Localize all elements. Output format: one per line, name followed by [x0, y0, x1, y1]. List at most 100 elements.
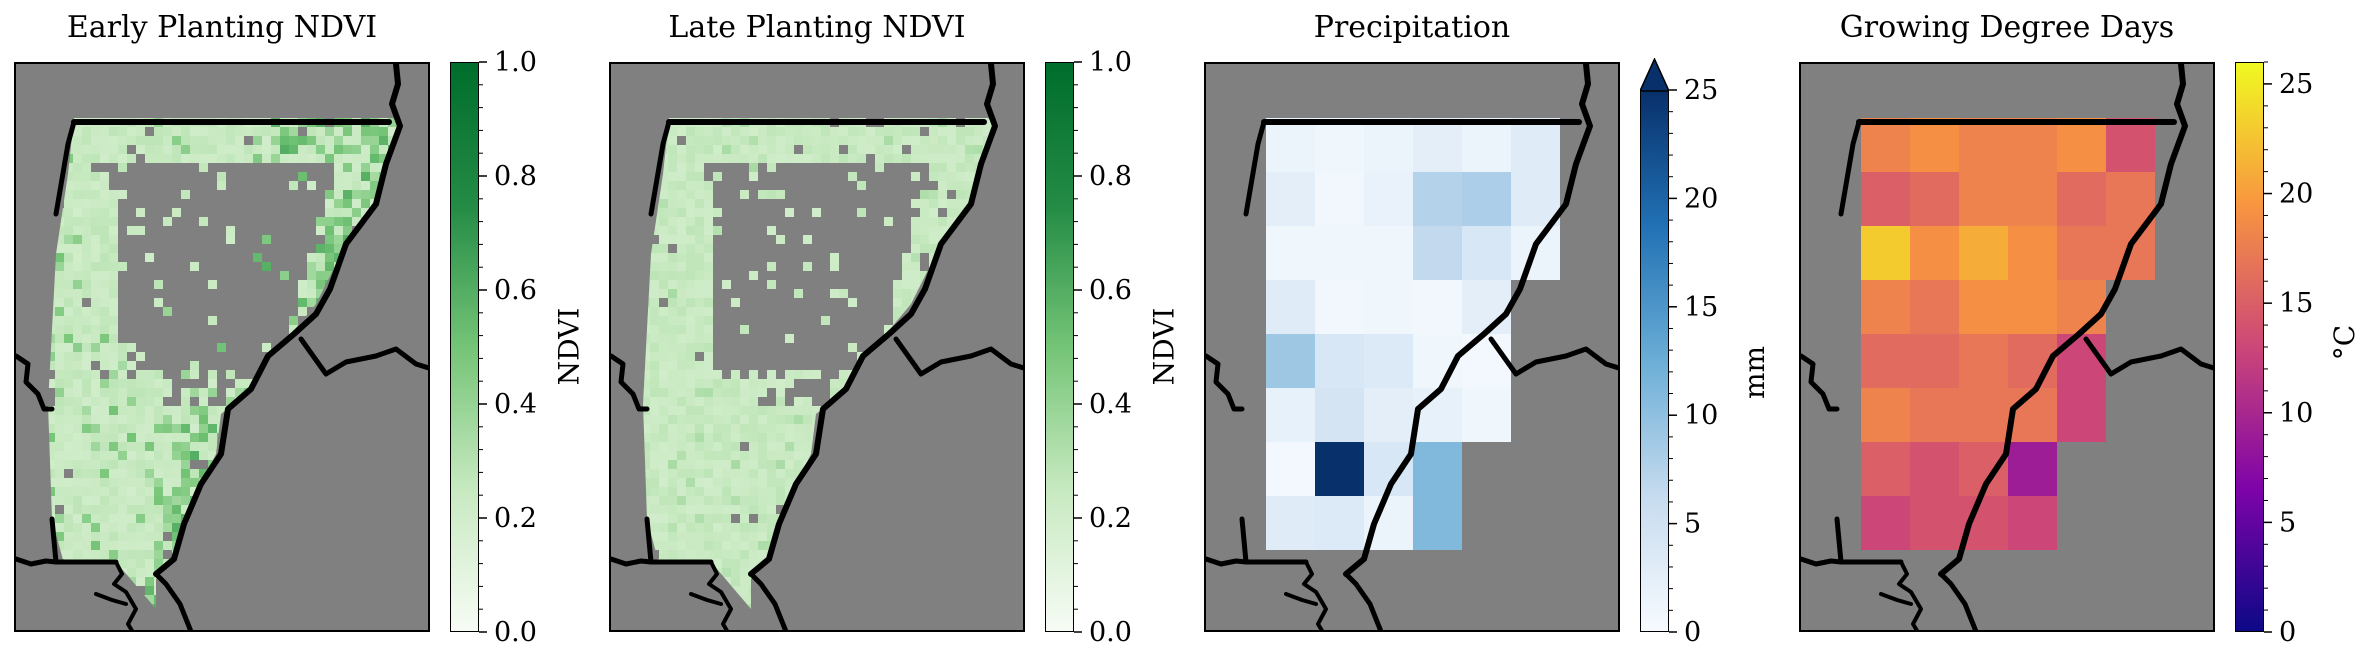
ndvi-cell: [938, 280, 947, 289]
ndvi-cell: [244, 433, 253, 442]
ndvi-cell: [100, 487, 109, 496]
ndvi-cell: [668, 379, 677, 388]
ndvi-cell: [643, 289, 650, 298]
ndvi-cell: [397, 451, 401, 460]
ndvi-cell: [316, 541, 325, 550]
ndvi-cell: [902, 532, 911, 541]
ndvi-cell: [956, 253, 965, 262]
ndvi-cell: [82, 451, 91, 460]
ndvi-cell: [911, 478, 920, 487]
ndvi-cell: [902, 334, 911, 343]
ndvi-cell: [884, 523, 893, 532]
ndvi-cell: [253, 397, 262, 406]
ndvi-cell: [334, 244, 343, 253]
ndvi-cell: [749, 460, 758, 469]
ndvi-cell: [713, 145, 722, 154]
ndvi-cell: [334, 190, 343, 199]
ndvi-cell: [884, 604, 893, 609]
ndvi-cell: [280, 271, 289, 280]
ndvi-cell: [109, 514, 118, 523]
ndvi-cell: [668, 289, 677, 298]
ndvi-cell: [650, 298, 659, 307]
ndvi-cell: [262, 568, 271, 577]
ndvi-cell: [316, 514, 325, 523]
ndvi-cell: [298, 172, 307, 181]
ndvi-cell: [884, 343, 893, 352]
ndvi-cell: [307, 415, 316, 424]
ndvi-cell: [643, 577, 650, 586]
ndvi-cell: [208, 541, 217, 550]
ndvi-cell: [361, 316, 370, 325]
grid-cell: [1413, 442, 1462, 496]
ndvi-cell: [902, 604, 911, 609]
ndvi-cell: [911, 145, 920, 154]
ndvi-cell: [307, 460, 316, 469]
ndvi-cell: [668, 550, 677, 559]
colorbar-tick-label: 25: [2279, 69, 2313, 100]
ndvi-cell: [217, 532, 226, 541]
ndvi-cell: [659, 316, 668, 325]
ndvi-cell: [100, 379, 109, 388]
ndvi-cell: [118, 127, 127, 136]
ndvi-cell: [370, 127, 379, 136]
ndvi-cell: [965, 478, 974, 487]
ndvi-cell: [731, 433, 740, 442]
ndvi-cell: [695, 343, 704, 352]
ndvi-cell: [226, 442, 235, 451]
ndvi-cell: [370, 253, 379, 262]
ndvi-cell: [643, 190, 650, 199]
ndvi-cell: [848, 415, 857, 424]
ndvi-cell: [307, 541, 316, 550]
ndvi-cell: [713, 406, 722, 415]
ndvi-cell: [397, 199, 401, 208]
ndvi-cell: [289, 343, 298, 352]
ndvi-cell: [830, 451, 839, 460]
ndvi-cell: [848, 388, 857, 397]
ndvi-cell: [55, 271, 64, 280]
ndvi-cell: [109, 505, 118, 514]
ndvi-cell: [686, 280, 695, 289]
ndvi-cell: [704, 568, 713, 577]
ndvi-cell: [893, 595, 902, 604]
ndvi-cell: [875, 460, 884, 469]
ndvi-cell: [857, 541, 866, 550]
ndvi-cell: [325, 154, 334, 163]
ndvi-cell: [704, 307, 713, 316]
ndvi-cell: [893, 523, 902, 532]
ndvi-cell: [749, 136, 758, 145]
ndvi-cell: [650, 460, 659, 469]
ndvi-cell: [334, 586, 343, 595]
ndvi-cell: [145, 460, 154, 469]
ndvi-cell: [280, 514, 289, 523]
ndvi-cell: [965, 559, 974, 568]
ndvi-cell: [100, 271, 109, 280]
ndvi-cell: [343, 325, 352, 334]
ndvi-cell: [974, 154, 983, 163]
ndvi-cell: [668, 469, 677, 478]
ndvi-cell: [992, 406, 996, 415]
ndvi-cell: [821, 523, 830, 532]
ndvi-cell: [226, 559, 235, 568]
ndvi-cell: [911, 397, 920, 406]
ndvi-cell: [289, 478, 298, 487]
ndvi-cell: [947, 388, 956, 397]
ndvi-cell: [749, 550, 758, 559]
ndvi-cell: [920, 442, 929, 451]
ndvi-cell: [659, 577, 668, 586]
ndvi-cell: [758, 136, 767, 145]
ndvi-cell: [704, 352, 713, 361]
ndvi-cell: [911, 442, 920, 451]
ndvi-cell: [839, 568, 848, 577]
ndvi-cell: [109, 496, 118, 505]
ndvi-cell: [73, 262, 82, 271]
ndvi-cell: [686, 370, 695, 379]
ndvi-cell: [154, 487, 163, 496]
ndvi-cell: [163, 415, 172, 424]
ndvi-cell: [82, 433, 91, 442]
ndvi-cell: [370, 532, 379, 541]
ndvi-cell: [920, 226, 929, 235]
ndvi-cell: [388, 190, 397, 199]
ndvi-cell: [893, 379, 902, 388]
ndvi-cell: [677, 199, 686, 208]
ndvi-cell: [776, 550, 785, 559]
